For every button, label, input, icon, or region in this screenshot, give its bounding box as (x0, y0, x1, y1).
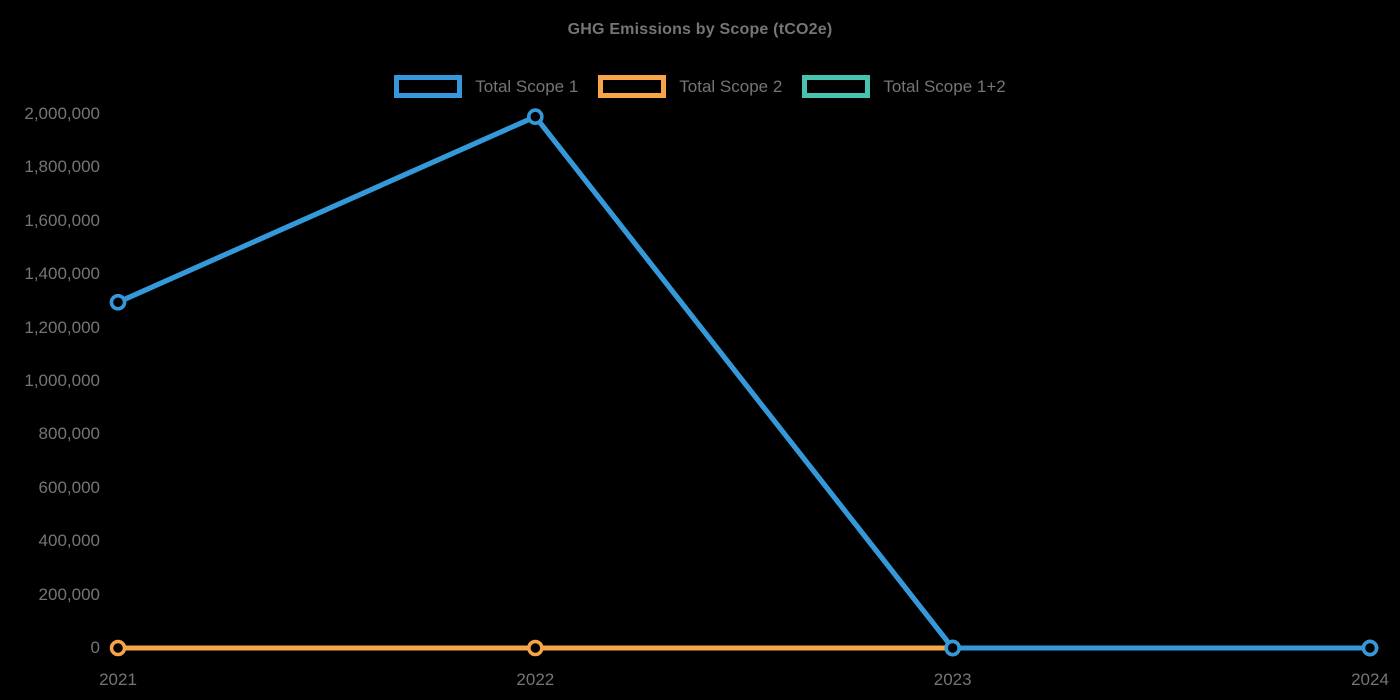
y-tick-label: 1,600,000 (24, 210, 100, 230)
data-point-total-scope-1-2021[interactable] (109, 293, 127, 311)
x-tick-label: 2024 (1351, 670, 1389, 689)
data-point-total-scope-1-2024[interactable] (1361, 639, 1379, 657)
chart-legend: Total Scope 1 Total Scope 2 Total Scope … (0, 75, 1400, 98)
data-point-total-scope-2-2022[interactable] (527, 639, 544, 657)
y-tick-label: 600,000 (38, 477, 100, 497)
legend-label-total-scope-1-2: Total Scope 1+2 (883, 76, 1006, 96)
legend-item-total-scope-1[interactable]: Total Scope 1 (394, 75, 578, 98)
legend-item-total-scope-1-2[interactable]: Total Scope 1+2 (802, 75, 1006, 98)
x-tick-label: 2021 (99, 670, 137, 689)
legend-label-total-scope-1: Total Scope 1 (475, 76, 579, 96)
legend-swatch-total-scope-1-2 (802, 75, 871, 98)
legend-swatch-total-scope-2 (598, 75, 667, 98)
y-tick-label: 1,200,000 (24, 317, 100, 337)
y-tick-label: 2,000,000 (24, 104, 100, 123)
x-tick-label: 2023 (933, 670, 972, 689)
y-tick-label: 800,000 (38, 424, 100, 444)
legend-item-total-scope-2[interactable]: Total Scope 2 (598, 75, 782, 98)
y-tick-label: 1,000,000 (24, 371, 100, 390)
data-point-total-scope-1-2022[interactable] (527, 108, 544, 125)
y-tick-label: 0 (90, 638, 100, 657)
y-tick-label: 400,000 (38, 531, 100, 551)
series-line-total-scope-1 (115, 114, 1373, 651)
legend-swatch-total-scope-1 (394, 75, 463, 98)
y-tick-label: 1,400,000 (24, 264, 100, 284)
x-tick-label: 2022 (516, 670, 555, 689)
legend-label-total-scope-2: Total Scope 2 (679, 76, 783, 96)
data-point-total-scope-1-2023[interactable] (944, 639, 961, 657)
y-tick-label: 200,000 (38, 584, 100, 604)
chart-title: GHG Emissions by Scope (tCO2e) (567, 21, 833, 38)
data-point-total-scope-2-2021[interactable] (109, 639, 127, 657)
y-tick-label: 1,800,000 (24, 157, 100, 177)
series-total-scope-1 (109, 108, 1379, 657)
